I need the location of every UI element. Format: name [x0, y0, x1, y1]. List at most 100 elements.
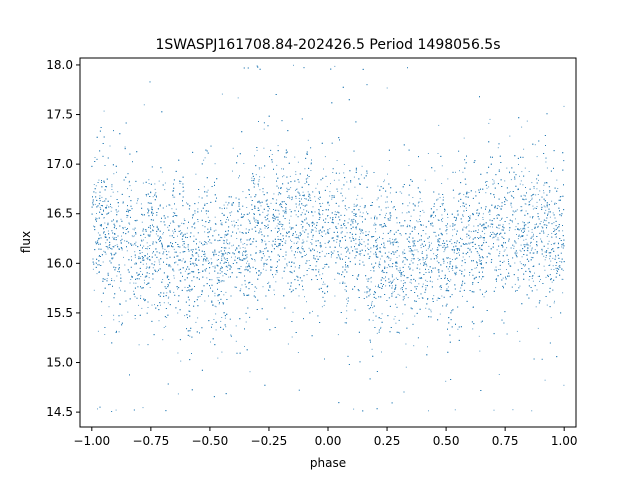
data-point: [422, 209, 424, 211]
data-point: [289, 226, 291, 228]
data-point: [446, 226, 448, 228]
data-point: [359, 241, 361, 243]
data-point: [544, 269, 546, 271]
data-point: [324, 266, 326, 268]
data-point: [516, 234, 517, 235]
data-point: [452, 229, 454, 231]
data-point: [177, 288, 178, 290]
data-point: [186, 232, 188, 234]
data-point: [499, 251, 501, 253]
data-point: [255, 174, 257, 176]
data-point: [433, 217, 435, 218]
data-point: [396, 296, 398, 298]
data-point: [148, 210, 149, 212]
data-point: [428, 241, 430, 243]
data-point: [414, 204, 416, 206]
data-point: [410, 215, 412, 217]
data-point: [129, 282, 131, 284]
data-point: [422, 283, 424, 285]
data-point: [417, 257, 419, 259]
data-point: [336, 160, 338, 161]
data-point: [547, 247, 549, 249]
data-point: [169, 235, 171, 237]
data-point: [115, 267, 116, 269]
data-point: [382, 232, 384, 234]
data-point: [262, 191, 264, 193]
data-point: [96, 262, 97, 264]
data-point: [92, 199, 94, 201]
data-point: [187, 246, 189, 248]
data-point: [526, 242, 528, 244]
data-point: [116, 244, 118, 246]
data-point: [338, 179, 340, 181]
data-point: [523, 194, 525, 196]
data-point: [314, 196, 316, 198]
data-point: [537, 194, 539, 195]
data-point: [463, 137, 465, 139]
data-point: [175, 208, 177, 210]
data-point: [341, 227, 343, 229]
data-point: [518, 234, 520, 236]
data-point: [531, 276, 533, 278]
data-point: [470, 231, 472, 233]
data-point: [211, 300, 213, 302]
data-point: [261, 221, 263, 223]
data-point: [430, 311, 432, 313]
data-point: [544, 379, 546, 381]
data-point: [527, 226, 529, 228]
data-point: [162, 279, 164, 280]
data-point: [468, 243, 470, 245]
data-point: [375, 239, 377, 241]
data-point: [96, 213, 97, 214]
data-point: [266, 259, 268, 261]
data-point: [235, 325, 237, 327]
data-point: [130, 279, 132, 280]
data-point: [344, 322, 346, 324]
data-point: [144, 282, 145, 284]
data-point: [478, 259, 480, 261]
data-point: [523, 239, 525, 241]
data-point: [271, 244, 273, 246]
data-point: [448, 270, 450, 272]
data-point: [329, 228, 331, 230]
data-point: [452, 235, 454, 237]
data-point: [302, 230, 304, 232]
data-point: [116, 275, 118, 277]
data-point: [522, 227, 524, 229]
data-point: [521, 171, 523, 173]
data-point: [156, 271, 158, 273]
data-point: [124, 146, 126, 148]
data-point: [334, 65, 336, 67]
data-point: [197, 254, 199, 256]
data-point: [302, 221, 304, 223]
data-point: [288, 188, 290, 190]
data-point: [308, 260, 310, 261]
data-point: [506, 200, 508, 202]
data-point: [118, 210, 120, 212]
data-point: [141, 221, 143, 223]
data-point: [525, 210, 527, 212]
data-point: [276, 164, 278, 166]
data-point: [359, 259, 361, 261]
data-point: [425, 233, 427, 235]
data-point: [173, 291, 175, 293]
data-point: [410, 248, 412, 250]
data-point: [115, 237, 117, 238]
data-point: [544, 259, 546, 261]
data-point: [496, 239, 498, 241]
data-point: [541, 250, 543, 252]
data-point: [206, 213, 207, 215]
data-point: [162, 339, 164, 341]
data-point: [553, 302, 555, 304]
data-point: [245, 228, 247, 230]
data-point: [322, 213, 324, 215]
data-point: [286, 265, 288, 267]
data-point: [166, 317, 168, 318]
data-point: [389, 231, 391, 233]
data-point: [242, 243, 244, 245]
data-point: [561, 244, 562, 246]
data-point: [404, 263, 406, 265]
data-point: [430, 309, 432, 311]
data-point: [539, 190, 541, 192]
data-point: [376, 216, 378, 218]
